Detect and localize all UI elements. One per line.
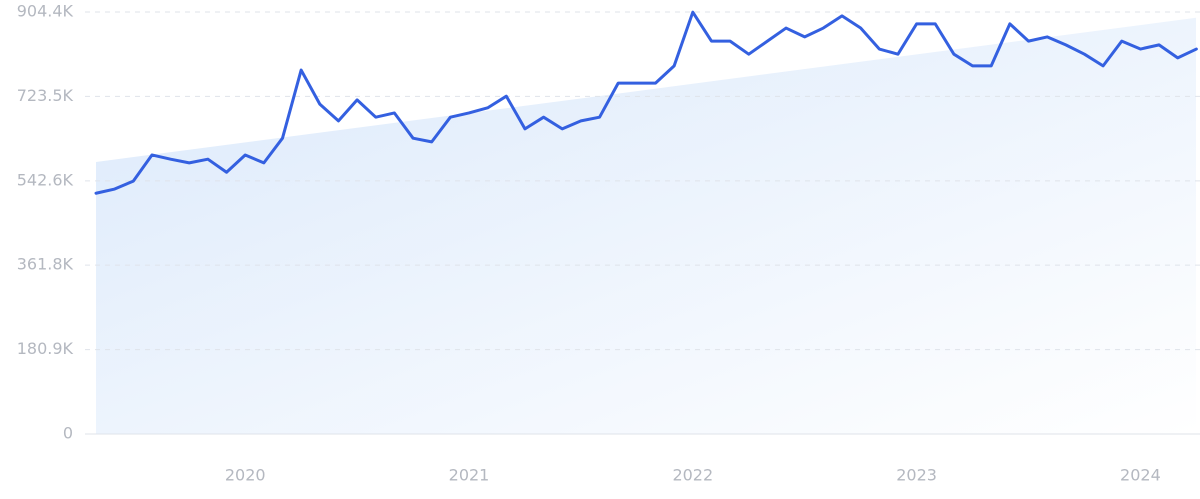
data-line: [94, 10, 1198, 195]
x-tick-label: 2022: [672, 466, 713, 485]
y-tick-label: 180.9K: [17, 339, 74, 358]
x-tick-label: 2021: [449, 466, 490, 485]
x-tick-label: 2020: [225, 466, 266, 485]
y-tick-label: 723.5K: [17, 86, 74, 105]
y-tick-label: 0: [63, 424, 73, 443]
trend-area: [96, 17, 1196, 434]
y-tick-label: 904.4K: [17, 2, 74, 21]
x-tick-label: 2024: [1120, 466, 1161, 485]
y-tick-label: 361.8K: [17, 255, 74, 274]
x-tick-label: 2023: [896, 466, 937, 485]
y-tick-label: 542.6K: [17, 170, 74, 189]
